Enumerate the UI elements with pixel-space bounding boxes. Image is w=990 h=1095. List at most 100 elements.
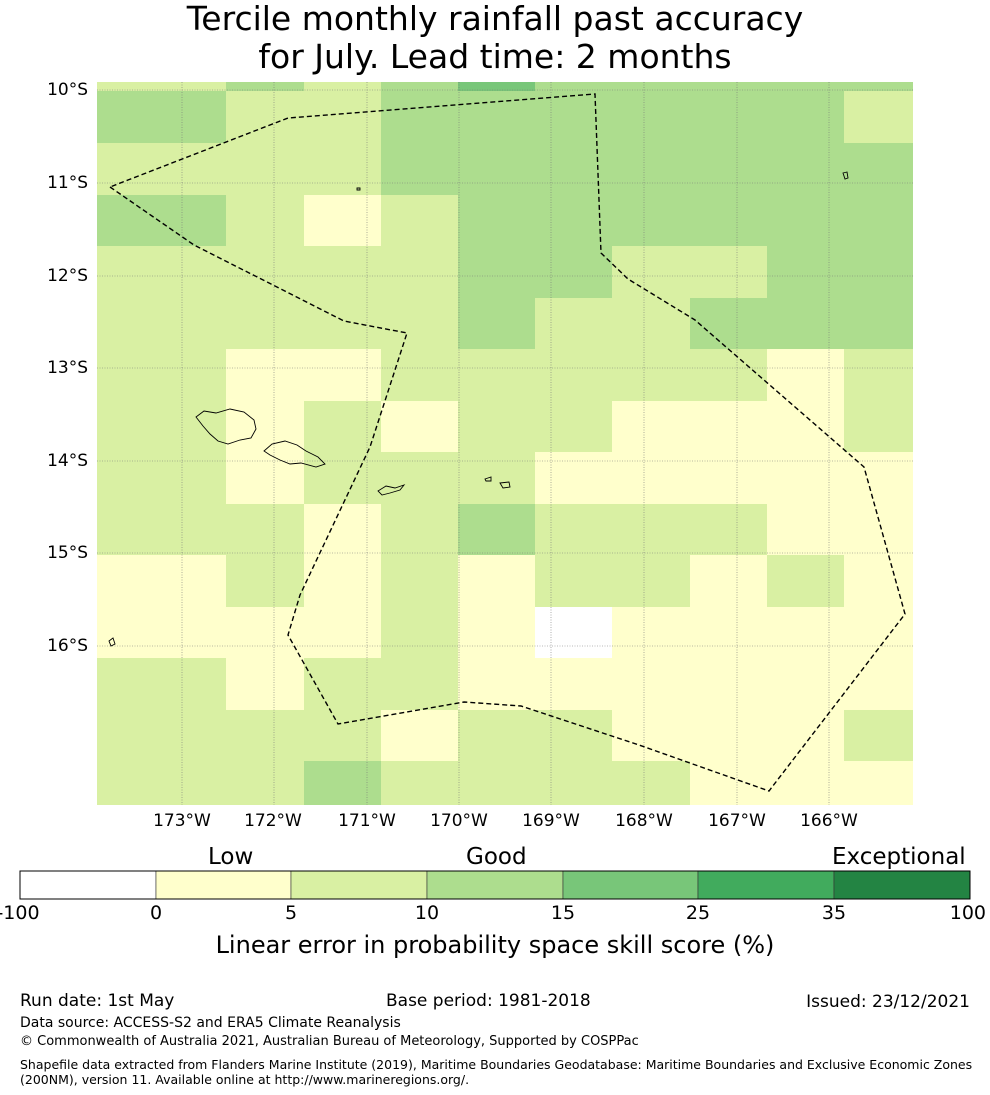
skill-cell — [844, 349, 913, 401]
skill-cell — [458, 349, 535, 401]
skill-cell — [690, 504, 767, 555]
skill-cell — [844, 710, 913, 761]
skill-cell — [226, 607, 304, 658]
islet-a — [356, 187, 361, 191]
skill-cell — [844, 658, 913, 710]
skill-cell — [97, 761, 149, 805]
colorbar-tick-25: 25 — [685, 902, 711, 924]
skill-cell — [844, 195, 913, 246]
skill-cell — [381, 195, 458, 246]
skill-cell — [304, 555, 381, 607]
category-good: Good — [466, 844, 527, 870]
skill-cell — [844, 143, 913, 195]
skill-cell — [612, 82, 690, 91]
skill-cell — [612, 91, 690, 143]
skill-cell — [226, 401, 304, 452]
skill-cell — [226, 246, 304, 298]
colorbar-frame — [19, 870, 971, 900]
title-line-2: for July. Lead time: 2 months — [258, 37, 732, 76]
colorbar-tick-minus100: -100 — [0, 902, 40, 924]
skill-cell — [767, 246, 844, 298]
data-source: Data source: ACCESS-S2 and ERA5 Climate … — [20, 1015, 401, 1031]
lat-label-16s: 16°S — [47, 636, 88, 656]
skill-cell — [535, 91, 612, 143]
skill-cell — [612, 401, 690, 452]
skill-cell — [97, 607, 149, 658]
skill-cell — [690, 452, 767, 504]
colorbar-swatch — [697, 870, 835, 900]
skill-cell — [458, 91, 535, 143]
colorbar-swatch — [562, 870, 699, 900]
colorbar-tick-10: 10 — [414, 902, 440, 924]
skill-cell — [844, 91, 913, 143]
skill-cell — [690, 143, 767, 195]
skill-cell — [149, 607, 226, 658]
skill-cell — [535, 607, 612, 658]
skill-cell — [381, 82, 458, 91]
skill-cell — [690, 298, 767, 349]
skill-cell — [458, 452, 535, 504]
colorbar-swatch — [19, 870, 157, 900]
skill-cell — [304, 91, 381, 143]
base-period: Base period: 1981-2018 — [386, 991, 591, 1011]
skill-cell — [97, 710, 149, 761]
skill-grid — [97, 82, 913, 805]
islet-b — [842, 171, 849, 180]
skill-cell — [535, 658, 612, 710]
skill-cell — [612, 607, 690, 658]
shapefile-credit-1: Shapefile data extracted from Flanders M… — [20, 1057, 973, 1072]
colorbar-tick-100: 100 — [949, 902, 986, 924]
skill-cell — [612, 710, 690, 761]
skill-cell — [844, 401, 913, 452]
skill-cell — [767, 298, 844, 349]
colorbar-label: Linear error in probability space skill … — [215, 931, 775, 959]
skill-cell — [149, 298, 226, 349]
island-tau — [499, 481, 511, 489]
skill-cell — [844, 607, 913, 658]
skill-cell — [535, 298, 612, 349]
skill-cell — [612, 143, 690, 195]
skill-cell — [149, 504, 226, 555]
skill-cell — [690, 710, 767, 761]
skill-cell — [767, 658, 844, 710]
category-exceptional: Exceptional — [832, 844, 966, 870]
islet-c — [108, 637, 116, 647]
skill-cell — [381, 504, 458, 555]
skill-cell — [226, 761, 304, 805]
skill-cell — [844, 246, 913, 298]
colorbar-tick-0: 0 — [149, 902, 163, 924]
skill-cell — [149, 82, 226, 91]
skill-cell — [304, 761, 381, 805]
skill-cell — [304, 246, 381, 298]
skill-cell — [304, 504, 381, 555]
skill-cell — [304, 82, 381, 91]
skill-cell — [690, 91, 767, 143]
skill-cell — [149, 452, 226, 504]
skill-cell — [97, 504, 149, 555]
skill-cell — [535, 761, 612, 805]
skill-cell — [612, 246, 690, 298]
skill-cell — [458, 761, 535, 805]
skill-cell — [458, 607, 535, 658]
skill-cell — [304, 143, 381, 195]
skill-cell — [226, 452, 304, 504]
skill-cell — [149, 658, 226, 710]
skill-cell — [767, 607, 844, 658]
skill-cell — [690, 658, 767, 710]
skill-cell — [226, 195, 304, 246]
skill-cell — [149, 195, 226, 246]
skill-cell — [844, 82, 913, 91]
lon-label-170w: 170°W — [430, 811, 488, 831]
run-date: Run date: 1st May — [20, 991, 175, 1011]
skill-cell — [535, 143, 612, 195]
skill-cell — [458, 246, 535, 298]
skill-cell — [535, 246, 612, 298]
skill-cell — [458, 504, 535, 555]
category-low: Low — [208, 844, 254, 870]
skill-cell — [690, 195, 767, 246]
lon-label-169w: 169°W — [522, 811, 580, 831]
skill-cell — [535, 195, 612, 246]
lon-label-168w: 168°W — [615, 811, 673, 831]
skill-cell — [458, 710, 535, 761]
